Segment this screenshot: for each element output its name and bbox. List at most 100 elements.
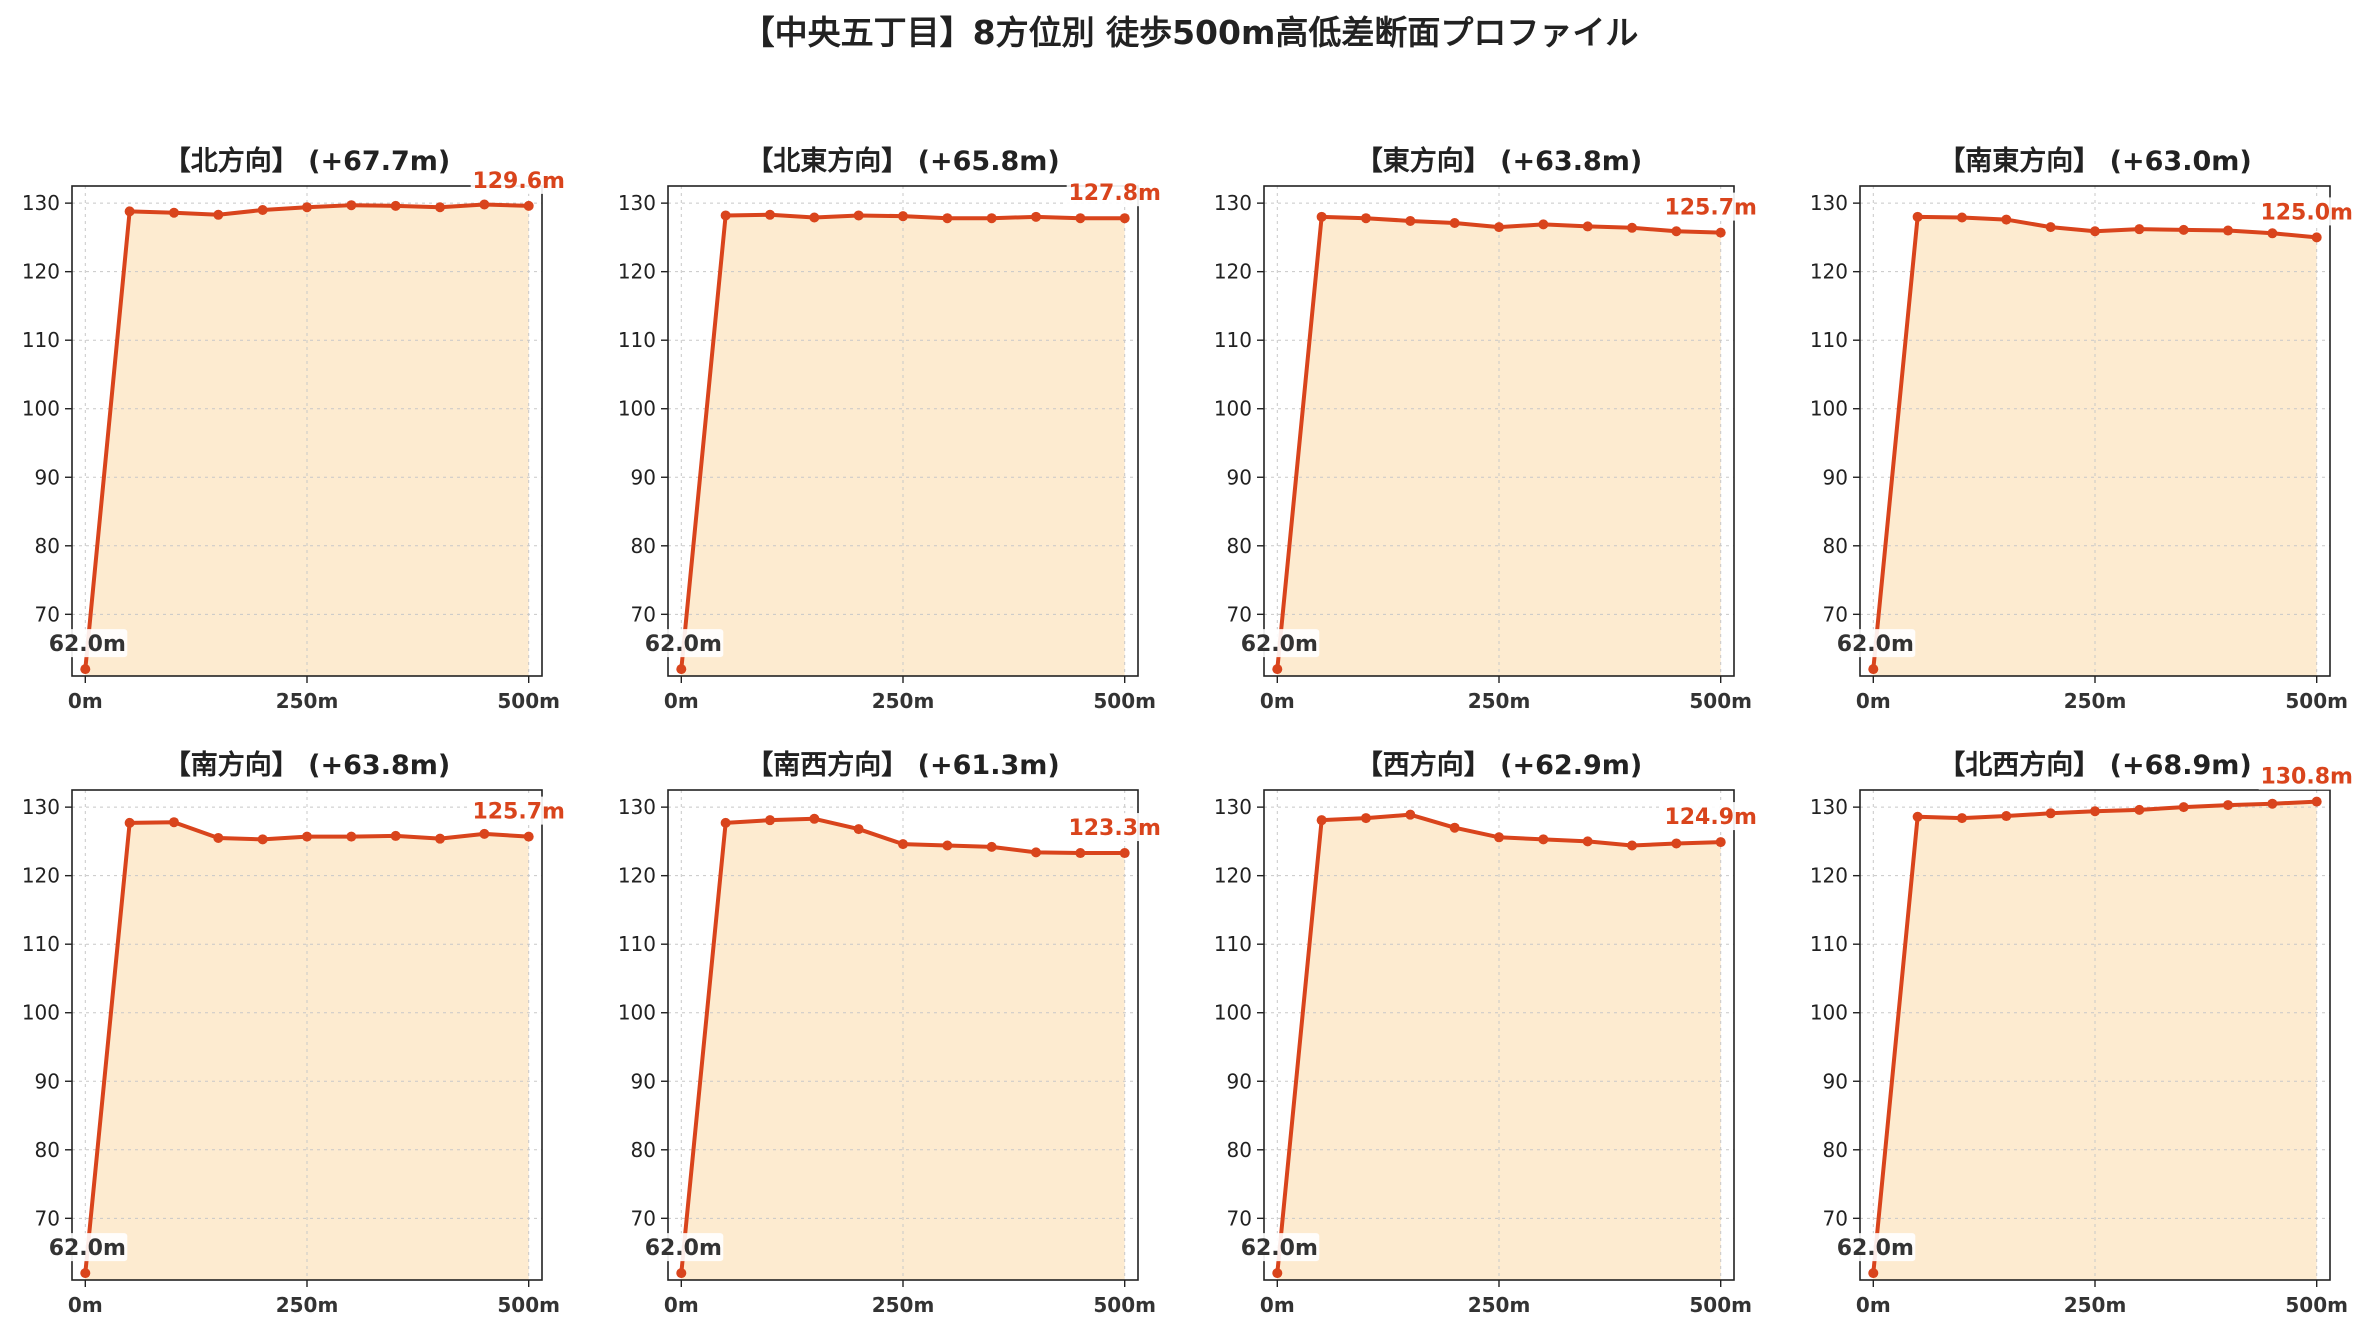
x-tick-label: 0m bbox=[664, 1293, 699, 1317]
data-point bbox=[1272, 1268, 1283, 1279]
start-label-box bbox=[1239, 1233, 1320, 1262]
data-point bbox=[1316, 815, 1327, 826]
y-tick-label: 100 bbox=[22, 1001, 60, 1025]
data-point bbox=[2178, 802, 2189, 813]
data-point bbox=[1449, 822, 1460, 833]
y-tick-label: 80 bbox=[1227, 1138, 1252, 1162]
x-tick-label: 500m bbox=[2285, 689, 2348, 713]
data-point bbox=[1031, 847, 1042, 858]
end-label-box bbox=[470, 165, 567, 194]
data-point bbox=[1494, 222, 1504, 233]
x-tick-label: 500m bbox=[497, 689, 560, 713]
end-elevation-label: 125.7m bbox=[1664, 196, 1757, 221]
data-point bbox=[1449, 218, 1460, 229]
panel-title: 【南東方向】 (+63.0m) bbox=[1938, 145, 2251, 177]
end-elevation-label: 130.8m bbox=[2260, 765, 2353, 790]
data-point bbox=[2267, 798, 2278, 809]
data-point bbox=[168, 817, 179, 828]
y-tick-label: 110 bbox=[22, 932, 60, 956]
data-point bbox=[1715, 837, 1726, 848]
y-tick-label: 110 bbox=[618, 328, 656, 352]
start-elevation-label: 62.0m bbox=[645, 1236, 722, 1261]
x-tick-label: 500m bbox=[1689, 689, 1752, 713]
x-tick-label: 500m bbox=[1689, 1293, 1752, 1317]
end-elevation-label: 125.0m bbox=[2260, 200, 2353, 225]
panel-4: 【南方向】 (+63.8m) 70 80 90 100 110 120 130 0m 250m 50… bbox=[22, 749, 567, 1317]
data-point bbox=[1075, 213, 1086, 224]
y-tick-label: 70 bbox=[1823, 602, 1848, 626]
y-tick-label: 130 bbox=[618, 191, 656, 215]
y-tick-label: 120 bbox=[618, 260, 656, 284]
data-point bbox=[1956, 212, 1967, 223]
end-elevation-label: 129.6m bbox=[472, 169, 565, 194]
data-point bbox=[302, 202, 312, 213]
y-tick-label: 70 bbox=[631, 602, 656, 626]
panel-6: 【西方向】 (+62.9m) 70 80 90 100 110 120 130 0m 250m 50… bbox=[1214, 749, 1759, 1317]
x-tick-label: 0m bbox=[1856, 689, 1891, 713]
data-point bbox=[1538, 834, 1549, 845]
x-tick-label: 250m bbox=[872, 1293, 935, 1317]
x-tick-label: 250m bbox=[1468, 1293, 1531, 1317]
profile-area bbox=[1873, 801, 2317, 1280]
data-point bbox=[2045, 222, 2056, 233]
data-point bbox=[1538, 219, 1549, 230]
data-point bbox=[942, 840, 953, 851]
data-point bbox=[2090, 806, 2100, 817]
x-tick-label: 500m bbox=[497, 1293, 560, 1317]
x-tick-label: 0m bbox=[664, 689, 699, 713]
y-tick-label: 130 bbox=[618, 795, 656, 819]
profile-area bbox=[1277, 814, 1721, 1280]
y-tick-label: 80 bbox=[631, 534, 656, 558]
end-label-box bbox=[1662, 192, 1759, 221]
end-label-box bbox=[470, 796, 567, 825]
data-point bbox=[764, 815, 775, 826]
y-tick-label: 80 bbox=[1227, 534, 1252, 558]
start-elevation-label: 62.0m bbox=[1837, 632, 1914, 657]
y-tick-label: 120 bbox=[1214, 864, 1252, 888]
y-tick-label: 110 bbox=[1810, 328, 1848, 352]
y-tick-label: 80 bbox=[1823, 534, 1848, 558]
y-tick-label: 120 bbox=[1214, 260, 1252, 284]
y-tick-label: 120 bbox=[22, 864, 60, 888]
data-point bbox=[2223, 800, 2234, 811]
data-point bbox=[1119, 213, 1130, 224]
panels: 【北方向】 (+67.7m) 70 80 90 100 110 120 130 0m 250m 50… bbox=[22, 145, 2355, 1317]
data-point bbox=[676, 664, 687, 675]
data-point bbox=[1671, 226, 1682, 237]
data-point bbox=[1031, 211, 1042, 222]
data-point bbox=[809, 212, 820, 223]
y-tick-label: 100 bbox=[618, 397, 656, 421]
data-point bbox=[1868, 664, 1879, 675]
x-tick-label: 250m bbox=[276, 689, 339, 713]
start-elevation-label: 62.0m bbox=[1241, 632, 1318, 657]
x-tick-label: 0m bbox=[1260, 689, 1295, 713]
y-tick-label: 90 bbox=[1227, 465, 1252, 489]
y-tick-label: 100 bbox=[1214, 397, 1252, 421]
start-elevation-label: 62.0m bbox=[49, 1236, 126, 1261]
data-point bbox=[720, 210, 731, 221]
start-elevation-label: 62.0m bbox=[645, 632, 722, 657]
data-point bbox=[2045, 808, 2056, 819]
y-tick-label: 120 bbox=[1810, 260, 1848, 284]
data-point bbox=[213, 209, 224, 220]
x-tick-label: 250m bbox=[872, 689, 935, 713]
panel-title: 【南西方向】 (+61.3m) bbox=[746, 749, 1059, 781]
panel-title: 【北東方向】 (+65.8m) bbox=[746, 145, 1059, 177]
data-point bbox=[2090, 226, 2100, 237]
data-point bbox=[1075, 848, 1086, 859]
y-tick-label: 70 bbox=[1823, 1206, 1848, 1230]
data-point bbox=[346, 831, 357, 842]
y-tick-label: 130 bbox=[1810, 795, 1848, 819]
end-label-box bbox=[1662, 802, 1759, 831]
data-point bbox=[2223, 225, 2234, 236]
data-point bbox=[346, 200, 357, 211]
x-tick-label: 500m bbox=[1093, 1293, 1156, 1317]
panel-0: 【北方向】 (+67.7m) 70 80 90 100 110 120 130 0m 250m 50… bbox=[22, 145, 567, 713]
data-point bbox=[898, 839, 908, 850]
data-point bbox=[1627, 222, 1638, 233]
x-tick-label: 0m bbox=[1260, 1293, 1295, 1317]
y-tick-label: 110 bbox=[1214, 328, 1252, 352]
x-tick-label: 250m bbox=[2064, 1293, 2127, 1317]
data-point bbox=[80, 1268, 91, 1279]
panel-title: 【北西方向】 (+68.9m) bbox=[1938, 749, 2251, 781]
